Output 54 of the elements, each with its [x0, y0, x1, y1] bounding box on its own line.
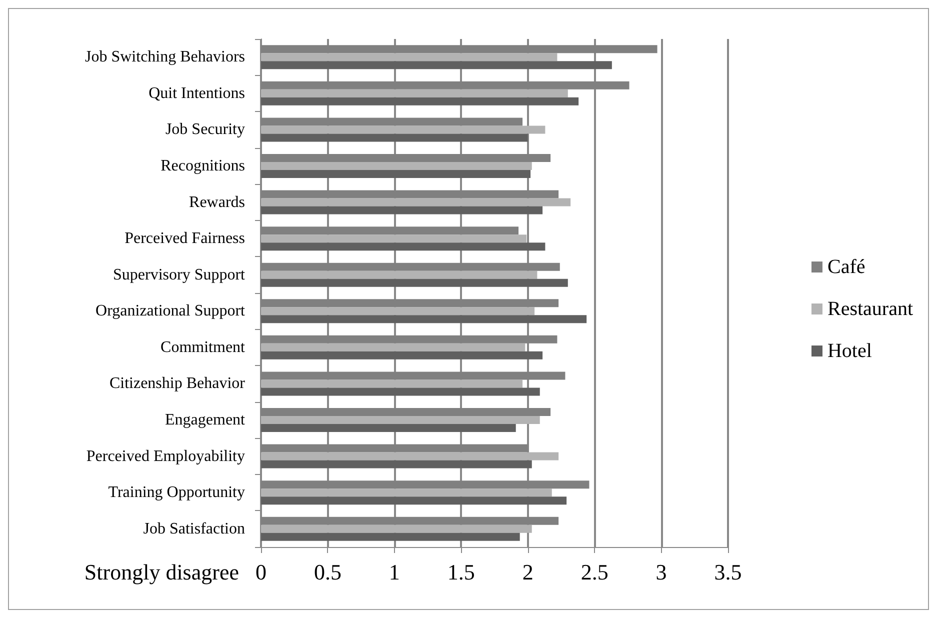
- y-tick-label: Citizenship Behavior: [109, 375, 246, 392]
- y-tick-label: Job Security: [165, 121, 245, 138]
- bar: [261, 170, 531, 178]
- bar: [261, 97, 579, 106]
- bar: [261, 452, 559, 460]
- y-tick-label: Engagement: [165, 412, 246, 428]
- bar: [261, 496, 567, 505]
- bar: [261, 270, 538, 279]
- legend-label: Restaurant: [827, 298, 914, 320]
- bar: [261, 126, 546, 134]
- bar: [261, 343, 526, 352]
- bar: [261, 424, 516, 432]
- bar: [261, 488, 552, 497]
- y-tick-label: Job Switching Behaviors: [85, 48, 245, 66]
- bar: [261, 89, 568, 98]
- bar: [261, 307, 535, 316]
- bar: [261, 532, 520, 541]
- legend-label: Café: [827, 256, 866, 278]
- x-tick-label: 2: [522, 560, 534, 584]
- y-tick-label: Supervisory Support: [113, 266, 246, 284]
- bar: [261, 242, 546, 251]
- x-tick-label: 3.5: [714, 560, 742, 584]
- bar: [261, 416, 540, 424]
- x-tick-label: 3: [656, 560, 667, 584]
- bar: [261, 198, 571, 206]
- bar: [261, 53, 558, 62]
- bar: [261, 134, 528, 142]
- y-tick-label: Training Opportunity: [108, 484, 245, 502]
- y-tick-label: Recognitions: [160, 158, 245, 174]
- y-tick-label: Perceived Employability: [86, 448, 245, 465]
- bar: [261, 234, 527, 243]
- bar: [261, 351, 543, 360]
- bar: [261, 61, 612, 70]
- bar: [261, 315, 587, 324]
- x-tick-label: 1: [388, 560, 400, 584]
- x-axis-title: Strongly disagree: [84, 560, 239, 584]
- y-tick-label: Commitment: [160, 338, 246, 356]
- x-tick-label: 2.5: [580, 560, 608, 584]
- y-tick-label: Organizational Support: [96, 302, 246, 320]
- bar: [261, 380, 523, 388]
- bar: [261, 460, 532, 468]
- x-tick-label: 1.5: [447, 560, 475, 584]
- bar: [261, 162, 532, 170]
- x-tick-label: 0: [256, 560, 266, 584]
- legend-label: Hotel: [827, 340, 872, 362]
- y-tick-label: Quit Intentions: [148, 84, 245, 102]
- bar: [261, 524, 532, 533]
- x-tick-label: 0.5: [314, 560, 342, 584]
- y-tick-label: Rewards: [189, 194, 245, 211]
- bar: [261, 206, 543, 214]
- bar: [261, 278, 568, 287]
- y-tick-label: Job Satisfaction: [143, 520, 245, 538]
- y-tick-label: Perceived Fairness: [124, 230, 245, 248]
- bar: [261, 388, 540, 396]
